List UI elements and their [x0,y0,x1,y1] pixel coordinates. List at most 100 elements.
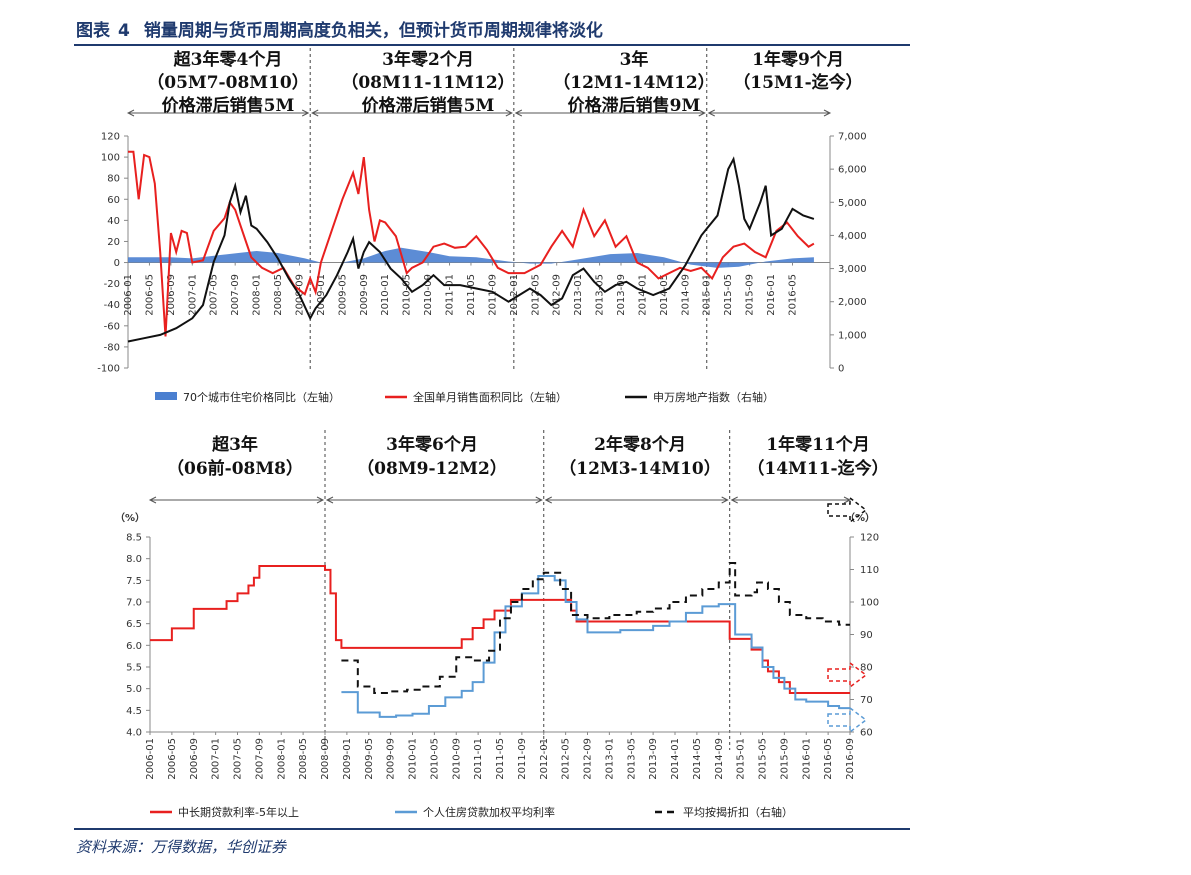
left-axis-tick-label: 20 [107,237,120,248]
left-axis-tick-label: 4.5 [126,706,142,717]
x-axis-tick-label: 2008-09 [320,738,331,780]
x-axis-tick-label: 2010-09 [451,738,462,780]
x-axis-tick-label: 2011-01 [445,274,456,316]
phase-arrowhead [823,109,832,117]
phase-label: （08M11-11M12） [341,72,514,93]
phase-label: 价格滞后销售9M [568,95,701,116]
right-axis-tick-label: 1,000 [838,330,867,341]
x-axis-tick-label: 2015-09 [779,738,790,780]
right-axis-tick-label: 90 [860,630,873,641]
x-axis-tick-label: 2015-05 [758,738,769,780]
x-axis-tick-label: 2012-05 [530,274,541,316]
phase-arrowhead [698,109,706,117]
left-axis-tick-label: -60 [104,321,120,332]
source-note: 资料来源：万得数据，华创证券 [76,838,287,856]
x-axis-tick-label: 2014-05 [659,274,670,316]
legend-swatch [155,392,177,400]
legend-label: 70个城市住宅价格同比（左轴） [183,390,340,404]
trend-arrow-icon [827,661,868,689]
left-axis-tick-label: 60 [107,195,120,206]
x-axis-tick-label: 2006-01 [123,274,134,316]
phase-label: （05M7-08M10） [147,72,309,93]
phase-arrowhead [707,109,715,117]
phase-arrowhead [301,109,310,117]
x-axis-tick-label: 2014-09 [680,274,691,316]
phase-label: （12M1-14M12） [553,72,715,93]
series-area [128,247,814,268]
left-axis-tick-label: 5.5 [126,663,142,674]
right-axis-tick-label: 6,000 [838,165,867,176]
x-axis-tick-label: 2016-01 [801,738,812,780]
phase-arrowhead [535,496,543,504]
right-axis-tick-label: 60 [860,728,873,739]
x-axis-tick-label: 2011-05 [466,274,477,316]
x-axis-tick-label: 2009-05 [337,274,348,316]
legend-label: 申万房地产指数（右轴） [653,390,774,404]
series-line [150,565,850,694]
series-line [341,575,850,718]
figure-title-text: 销量周期与货币周期高度负相关，但预计货币周期规律将淡化 [143,21,603,41]
series-line [127,156,815,343]
x-axis-tick-label: 2010-05 [429,738,440,780]
x-axis-tick-label: 2011-05 [495,738,506,780]
x-axis-tick-label: 2014-01 [670,738,681,780]
legend-label: 中长期贷款利率-5年以上 [178,805,299,819]
trend-arrow-icon [827,496,868,524]
x-axis-tick-label: 2013-09 [648,738,659,780]
right-axis-tick-label: 5,000 [838,198,867,209]
x-axis-tick-label: 2013-05 [595,274,606,316]
x-axis-tick-label: 2015-05 [723,274,734,316]
left-axis-tick-label: 120 [101,132,120,143]
left-axis-tick-label: 7.0 [126,598,142,609]
left-axis-tick-label: 4.0 [126,728,142,739]
right-axis-tick-label: 80 [860,663,873,674]
x-axis-tick-label: 2012-09 [552,274,563,316]
phase-arrowhead [514,109,523,117]
x-axis-tick-label: 2007-01 [211,738,222,780]
phase-label: （06前-08M8） [167,458,303,479]
left-axis-tick-label: 8.5 [126,533,142,544]
phase-label: 价格滞后销售5M [162,95,295,116]
source-rule [74,828,910,830]
phase-label: （15M1-迄今） [733,72,862,93]
phase-arrowhead [730,496,738,504]
phase-label: （14M11-迄今） [747,458,888,479]
x-axis-tick-label: 2006-09 [166,274,177,316]
phase-arrowhead [126,109,135,117]
x-axis-tick-label: 2006-05 [167,738,178,780]
phase-label: 2年零8个月 [594,434,686,455]
x-axis-tick-label: 2010-01 [380,274,391,316]
x-axis-tick-label: 2009-09 [359,274,370,316]
x-axis-tick-label: 2014-05 [692,738,703,780]
left-axis-tick-label: 8.0 [126,554,142,565]
left-axis-tick-label: 80 [107,174,120,185]
figure-title-prefix: 图表 [76,21,110,41]
x-axis-tick-label: 2009-05 [364,738,375,780]
phase-arrowhead [316,496,325,504]
x-axis-tick-label: 2014-09 [714,738,725,780]
x-axis-tick-label: 2012-09 [583,738,594,780]
x-axis-tick-label: 2006-05 [144,274,155,316]
x-axis-tick-label: 2014-01 [637,274,648,316]
right-axis-tick-label: 4,000 [838,231,867,242]
right-axis-tick-label: 110 [860,565,879,576]
x-axis-tick-label: 2015-01 [736,738,747,780]
right-axis-tick-label: 100 [860,598,879,609]
x-axis-tick-label: 2016-05 [823,738,834,780]
x-axis-tick-label: 2010-05 [402,274,413,316]
x-axis-tick-label: 2015-09 [745,274,756,316]
series-line [341,562,850,694]
phase-label: 价格滞后销售5M [362,95,495,116]
legend-label: 个人住房贷款加权平均利率 [423,805,555,819]
phase-arrowhead [148,496,157,504]
left-axis-tick-label: 7.5 [126,576,142,587]
x-axis-tick-label: 2013-01 [573,274,584,316]
x-axis-tick-label: 2015-01 [702,274,713,316]
x-axis-tick-label: 2007-05 [209,274,220,316]
chart-top: 超3年零4个月（05M7-08M10）价格滞后销售5M3年零2个月（08M11-… [97,48,867,404]
x-axis-tick-label: 2011-09 [487,274,498,316]
left-axis-tick-label: -20 [104,279,120,290]
left-axis-tick-label: 40 [107,216,120,227]
x-axis-tick-label: 2012-05 [561,738,572,780]
